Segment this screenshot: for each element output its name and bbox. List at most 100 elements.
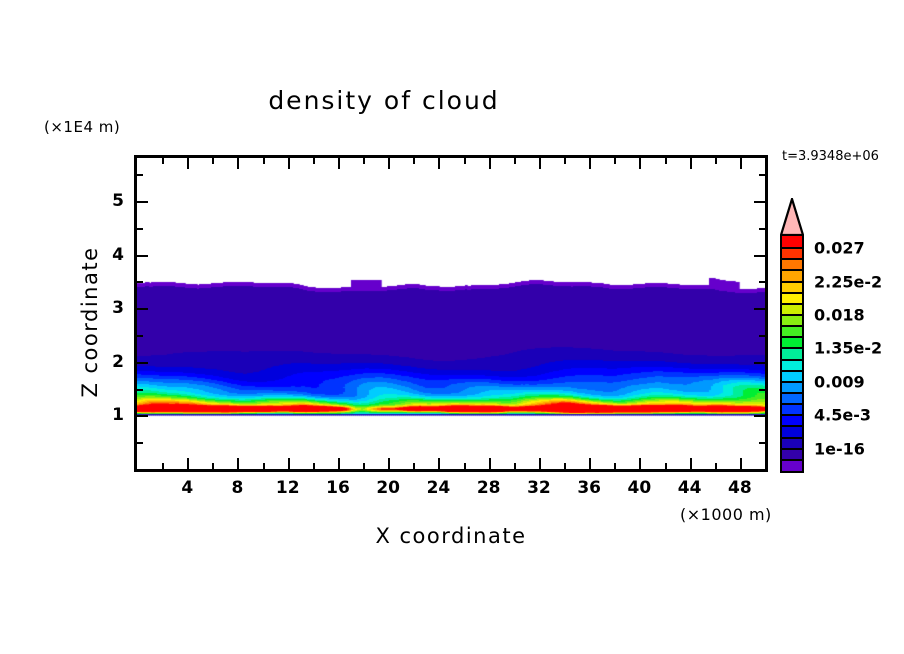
colorbar-separator <box>782 269 802 272</box>
y-tick-major-right <box>754 254 765 257</box>
x-tick-major-top <box>689 158 692 169</box>
y-axis-unit-label: (×1E4 m) <box>44 118 121 136</box>
y-tick-major <box>137 308 148 311</box>
colorbar-segment <box>782 425 802 438</box>
x-tick-minor-top <box>363 158 366 164</box>
y-tick-label: 3 <box>112 298 124 319</box>
x-tick-major-top <box>488 158 491 169</box>
x-tick-label: 32 <box>527 478 551 498</box>
x-tick-major <box>488 458 491 469</box>
y-tick-major-right <box>754 361 765 364</box>
colorbar-separator <box>782 380 802 383</box>
colorbar[interactable] <box>780 235 804 473</box>
y-tick-label: 1 <box>112 405 124 426</box>
x-tick-minor-top <box>564 158 567 164</box>
time-annotation: t=3.9348e+06 <box>782 149 879 164</box>
y-tick-minor <box>137 442 143 445</box>
colorbar-segment <box>782 336 802 349</box>
x-tick-major <box>237 458 240 469</box>
contour-plot-area <box>134 155 768 472</box>
colorbar-separator <box>782 258 802 261</box>
x-tick-major-top <box>287 158 290 169</box>
y-tick-major <box>137 254 148 257</box>
x-tick-major <box>739 458 742 469</box>
colorbar-segment <box>782 292 802 304</box>
colorbar-segment <box>782 258 802 271</box>
y-tick-major-right <box>754 415 765 418</box>
y-tick-minor-right <box>759 174 765 177</box>
colorbar-separator <box>782 302 802 305</box>
x-tick-label: 4 <box>181 478 194 498</box>
colorbar-label: 1e-16 <box>814 439 865 459</box>
colorbar-separator <box>782 458 802 461</box>
x-tick-minor <box>413 463 416 469</box>
x-tick-label: 48 <box>728 478 752 498</box>
colorbar-segment <box>782 403 802 416</box>
y-tick-major <box>137 200 148 203</box>
y-tick-major-right <box>754 200 765 203</box>
colorbar-segment <box>782 358 802 371</box>
colorbar-segment <box>782 303 802 315</box>
x-tick-label: 20 <box>376 478 401 498</box>
x-tick-major <box>689 458 692 469</box>
colorbar-segment <box>782 269 802 282</box>
x-tick-minor-top <box>463 158 466 164</box>
x-tick-minor-top <box>614 158 617 164</box>
colorbar-separator <box>782 403 802 406</box>
x-tick-minor-top <box>664 158 667 164</box>
x-tick-minor-top <box>312 158 315 164</box>
colorbar-separator <box>782 425 802 428</box>
colorbar-label: 0.027 <box>814 238 865 258</box>
x-tick-label: 24 <box>426 478 451 498</box>
x-tick-label: 36 <box>577 478 601 498</box>
colorbar-segment <box>782 247 802 260</box>
colorbar-label: 2.25e-2 <box>814 272 883 292</box>
x-tick-major <box>639 458 642 469</box>
colorbar-segment <box>782 236 802 249</box>
x-tick-minor-top <box>262 158 265 164</box>
colorbar-segment <box>782 414 802 427</box>
x-tick-minor-top <box>714 158 717 164</box>
y-tick-minor-right <box>759 442 765 445</box>
x-axis-unit-label: (×1000 m) <box>680 505 772 524</box>
x-tick-major <box>337 458 340 469</box>
x-tick-major <box>438 458 441 469</box>
x-tick-minor <box>363 463 366 469</box>
y-tick-minor <box>137 281 143 284</box>
colorbar-segment <box>782 392 802 405</box>
x-tick-major <box>388 458 391 469</box>
colorbar-segment <box>782 381 802 393</box>
colorbar-label: 1.35e-2 <box>814 338 883 358</box>
x-tick-label: 8 <box>231 478 244 498</box>
x-tick-major-top <box>639 158 642 169</box>
x-tick-minor-top <box>413 158 416 164</box>
x-tick-major <box>589 458 592 469</box>
y-tick-major <box>137 361 148 364</box>
x-tick-minor <box>463 463 466 469</box>
y-tick-label: 4 <box>112 244 124 265</box>
x-tick-minor <box>162 463 165 469</box>
colorbar-separator <box>782 358 802 361</box>
colorbar-separator <box>782 414 802 417</box>
colorbar-separator <box>782 447 802 450</box>
y-tick-major <box>137 415 148 418</box>
x-tick-label: 12 <box>275 478 300 498</box>
y-tick-minor-right <box>759 388 765 391</box>
x-tick-major-top <box>388 158 391 169</box>
colorbar-segment <box>782 347 802 360</box>
colorbar-separator <box>782 325 802 328</box>
x-tick-major-top <box>438 158 441 169</box>
x-tick-minor <box>262 463 265 469</box>
colorbar-segment <box>782 370 802 382</box>
y-tick-minor-right <box>759 227 765 230</box>
colorbar-separator <box>782 336 802 339</box>
colorbar-separator <box>782 247 802 250</box>
x-tick-minor <box>564 463 567 469</box>
y-tick-minor-right <box>759 334 765 337</box>
x-tick-major-top <box>337 158 340 169</box>
x-tick-major <box>287 458 290 469</box>
colorbar-separator <box>782 291 802 294</box>
colorbar-label: 0.009 <box>814 372 865 392</box>
colorbar-separator <box>782 314 802 316</box>
